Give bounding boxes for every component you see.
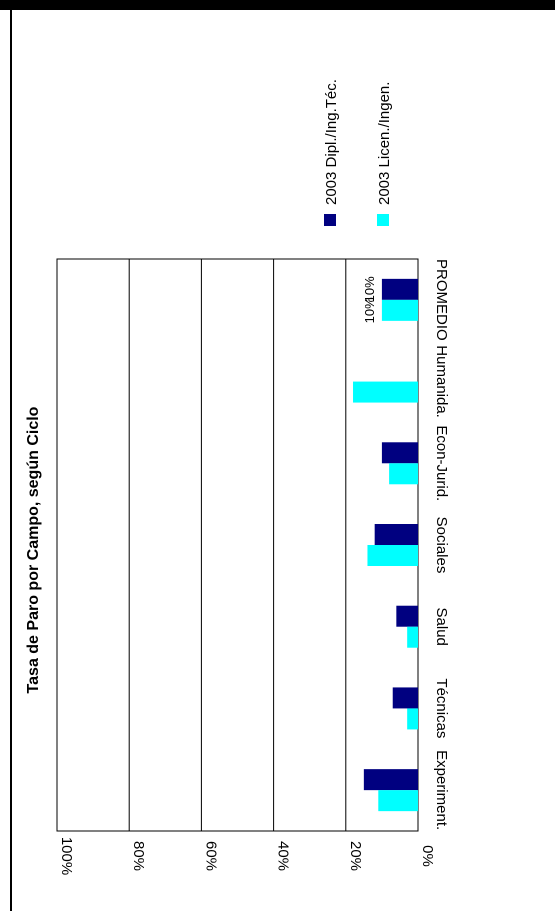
gridlines xyxy=(128,259,347,831)
value-tick-label: 80% xyxy=(130,841,147,871)
bar-licen xyxy=(381,299,418,321)
bar-dipl xyxy=(392,687,418,709)
bar-licen xyxy=(407,626,418,648)
value-tick-label: 40% xyxy=(275,841,292,871)
top-border xyxy=(0,0,555,10)
data-label: 10% xyxy=(362,297,377,323)
value-tick-label: 0% xyxy=(419,845,436,867)
value-tick-label: 100% xyxy=(58,837,75,875)
data-labels: 10%10% xyxy=(362,276,377,323)
value-tick-label: 60% xyxy=(202,841,219,871)
category-label: Sociales xyxy=(433,517,450,574)
value-tick-label: 20% xyxy=(347,841,364,871)
bar-dipl xyxy=(363,769,418,791)
category-label: Experiment. xyxy=(433,750,450,830)
category-label: Salud xyxy=(433,608,450,646)
plot-area xyxy=(56,258,419,832)
category-label: Humanida. xyxy=(433,345,450,418)
bar-licen xyxy=(407,708,418,730)
value-axis: 0% 20% 40% 60% 80% 100% xyxy=(58,837,436,875)
bar-dipl xyxy=(374,524,418,545)
bar-dipl xyxy=(396,605,418,627)
category-axis: Experiment. Técnicas Salud Sociales Econ-Jur… xyxy=(433,259,450,830)
legend-swatch xyxy=(377,214,389,226)
legend-label: 2003 Licen./Ingen. xyxy=(376,82,393,205)
bar-dipl xyxy=(381,442,418,464)
bar-licen xyxy=(378,790,418,812)
bar-dipl xyxy=(381,278,418,300)
left-border xyxy=(10,10,12,911)
chart-title: Tasa de Paro por Campo, según Ciclo xyxy=(25,406,42,693)
legend-label: 2003 Dipl./Ing.Téc. xyxy=(323,79,340,205)
legend: 2003 Dipl./Ing.Téc. 2003 Licen./Ingen. xyxy=(323,79,393,226)
bars xyxy=(353,278,418,812)
bar-licen xyxy=(389,463,418,485)
data-label: 10% xyxy=(362,276,377,302)
legend-swatch xyxy=(324,214,336,226)
category-label: PROMEDIO xyxy=(433,259,450,341)
bar-licen xyxy=(353,381,418,403)
category-label: Técnicas xyxy=(433,678,450,738)
bar-licen xyxy=(367,545,418,566)
category-label: Econ-Jurid. xyxy=(433,425,450,501)
